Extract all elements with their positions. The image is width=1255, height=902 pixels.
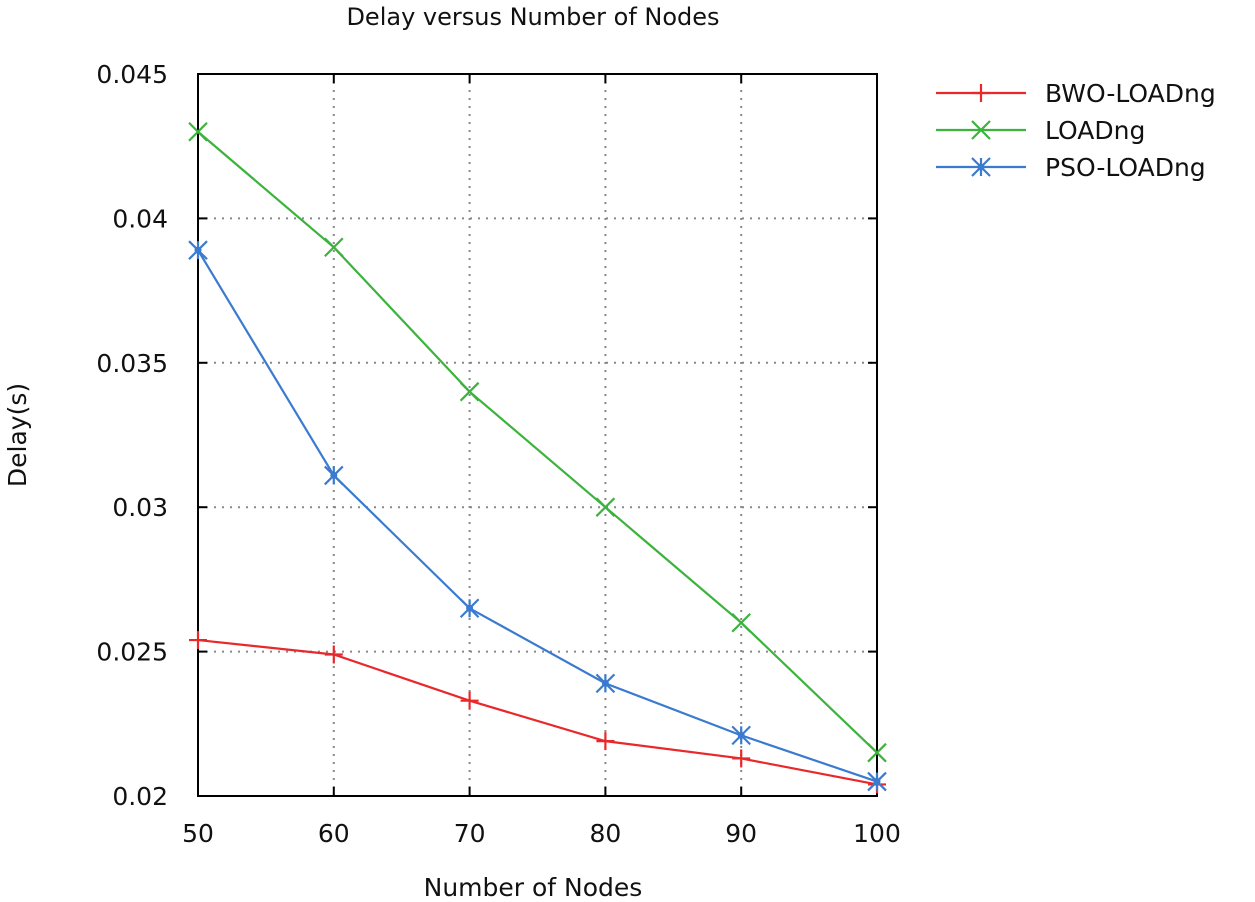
legend-label: LOADng — [1045, 116, 1145, 145]
plot-frame — [197, 73, 878, 797]
x-tick-labels: 50 60 70 80 90 100 — [182, 819, 901, 848]
legend-label: BWO-LOADng — [1045, 79, 1216, 108]
chart-title: Delay versus Number of Nodes — [346, 3, 719, 31]
grid-lines — [198, 74, 877, 796]
y-tick-labels: 0.02 0.025 0.03 0.035 0.04 0.045 — [96, 60, 168, 811]
y-tick-label: 0.045 — [96, 60, 168, 89]
y-tick-label: 0.025 — [96, 638, 168, 667]
data-series — [188, 121, 887, 794]
series-bwo-loadng — [189, 631, 886, 794]
legend-item: PSO-LOADng — [936, 153, 1206, 182]
legend: BWO-LOADng LOADng PSO-LOADng — [936, 79, 1216, 182]
y-tick-label: 0.02 — [112, 782, 168, 811]
x-tick-label: 50 — [182, 819, 214, 848]
x-tick-label: 80 — [589, 819, 621, 848]
x-tick-label: 70 — [454, 819, 486, 848]
series-pso-loadng — [188, 240, 887, 792]
legend-label: PSO-LOADng — [1045, 153, 1206, 182]
y-tick-label: 0.03 — [112, 493, 168, 522]
axis-ticks — [197, 73, 878, 797]
y-tick-label: 0.035 — [96, 349, 168, 378]
y-tick-label: 0.04 — [112, 204, 168, 233]
x-tick-label: 90 — [725, 819, 757, 848]
series-loadng — [188, 121, 887, 763]
legend-item: BWO-LOADng — [936, 79, 1216, 108]
x-axis-label: Number of Nodes — [424, 873, 643, 902]
x-tick-label: 60 — [318, 819, 350, 848]
legend-item: LOADng — [936, 116, 1145, 145]
y-axis-label: Delay(s) — [3, 383, 32, 487]
x-tick-label: 100 — [853, 819, 901, 848]
